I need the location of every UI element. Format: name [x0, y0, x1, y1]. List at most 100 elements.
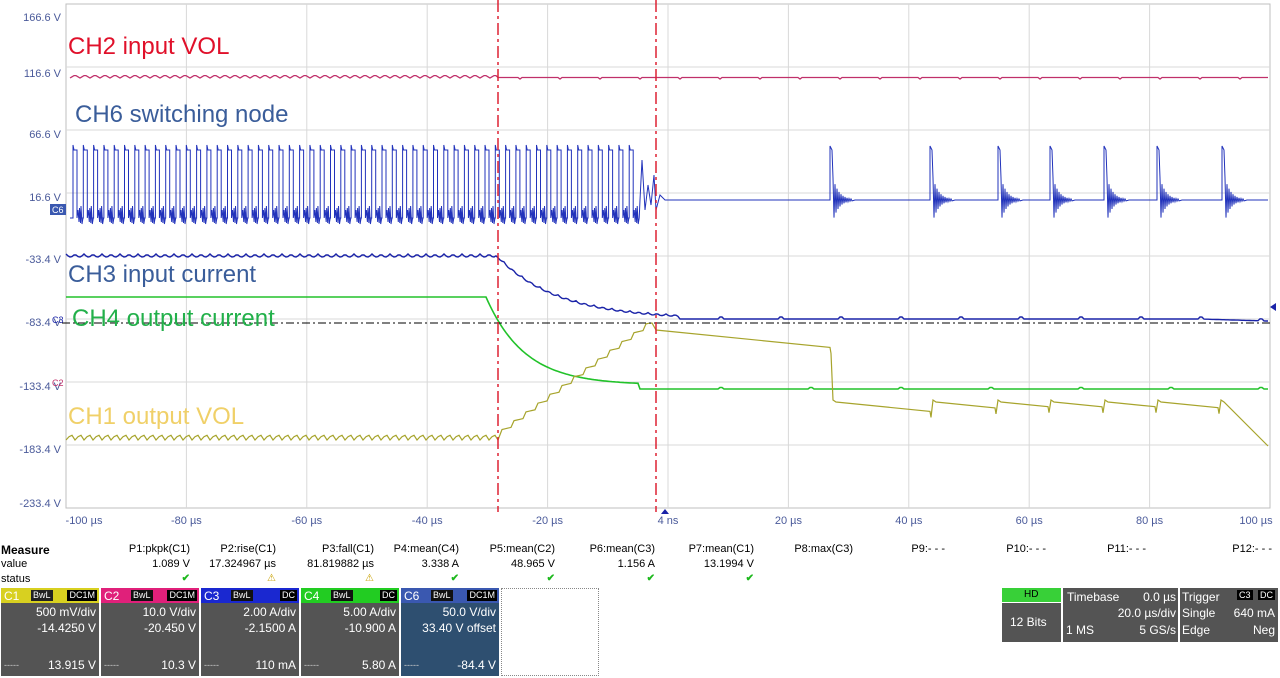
channel-offset: -10.900 A — [344, 621, 396, 635]
ch1-annotation: CH1 output VOL — [68, 403, 244, 430]
channel-box-c2[interactable]: C2 BwL DC1M 10.0 V/div -20.450 V ----- 10.3 V — [101, 588, 199, 676]
trigger-coupling: DC — [1258, 590, 1275, 600]
channel-reading: 110 mA — [255, 658, 296, 672]
measure-param-name: P5:mean(C2) — [489, 543, 555, 555]
x-tick-label: 100 µs — [1239, 515, 1273, 527]
channel-name: C6 — [404, 589, 420, 603]
channel-separator: ----- — [304, 660, 319, 670]
measure-param-value: 1.089 V — [152, 558, 190, 570]
timebase-per-div: 20.0 µs/div — [1117, 606, 1176, 620]
x-axis-labels: -100 µs -80 µs -60 µs -40 µs -20 µs 4 ns 20 µs… — [66, 515, 1274, 527]
c3-marker[interactable]: C3 — [52, 315, 64, 325]
timebase-label: Timebase — [1067, 590, 1120, 604]
channel-reading: 10.3 V — [161, 658, 196, 672]
channel-reading: 13.915 V — [47, 658, 96, 672]
channel-header: C3 BwL DC — [201, 588, 299, 603]
timebase-delay: 0.0 µs — [1143, 590, 1176, 604]
measure-param-name: P12:- - - — [1232, 543, 1272, 555]
channel-reading: 5.80 A — [361, 658, 396, 672]
acquisition-panel: HD 12 Bits Timebase 0.0 µs 20.0 µs/div 1… — [1002, 588, 1278, 642]
trigger-level: 640 mA — [1233, 606, 1275, 620]
channel-box-c3[interactable]: C3 BwL DC 2.00 A/div -2.1500 A ----- 110 mA — [201, 588, 299, 676]
value-row-label: value — [1, 558, 28, 570]
c2-marker[interactable]: C2 — [52, 378, 64, 388]
bandwidth-limit-tag: BwL — [231, 590, 253, 601]
ch6-trace — [70, 144, 1268, 225]
measure-param-value: 1.156 A — [617, 558, 655, 570]
channel-offset: -2.1500 A — [244, 621, 296, 635]
measure-param-value: 17.324967 µs — [209, 558, 276, 570]
measure-param-name: P7:mean(C1) — [688, 543, 754, 555]
channel-name: C2 — [104, 589, 120, 603]
graticule — [65, 3, 1271, 509]
channel-slot-empty[interactable] — [501, 588, 599, 676]
measure-param-value: 48.965 V — [510, 558, 555, 570]
channel-separator: ----- — [404, 660, 419, 670]
measure-param-name: P11:- - - — [1107, 543, 1146, 555]
ch4-trace — [66, 296, 1268, 390]
channel-offset: -20.450 V — [143, 621, 196, 635]
x-tick-label: -80 µs — [171, 515, 202, 527]
y-tick-label: 66.6 V — [29, 129, 61, 141]
bandwidth-limit-tag: BwL — [31, 590, 53, 601]
bandwidth-limit-tag: BwL — [131, 590, 153, 601]
measure-param-name: P2:rise(C1) — [220, 543, 276, 555]
measure-table: Measure value status P1:pkpk(C1) 1.089 V ✔… — [0, 543, 1280, 589]
timebase-box[interactable] — [1063, 588, 1178, 642]
trigger-slope: Neg — [1252, 623, 1275, 637]
measure-param-name: P4:mean(C4) — [393, 543, 459, 555]
bandwidth-limit-tag: BwL — [331, 590, 353, 601]
hd-label: HD — [1024, 589, 1039, 600]
channel-scale: 50.0 V/div — [442, 605, 496, 619]
y-axis-labels: 166.6 V 116.6 V 66.6 V 16.6 V -33.4 V -83.4 V… — [19, 12, 61, 510]
ch6-annotation: CH6 switching node — [75, 101, 288, 128]
channel-separator: ----- — [104, 660, 119, 670]
measure-param-name: P6:mean(C3) — [589, 543, 655, 555]
x-tick-label: 4 ns — [658, 515, 679, 527]
timebase-samples: 1 MS — [1066, 623, 1095, 637]
trigger-type: Edge — [1182, 623, 1211, 637]
measure-param-name: P1:pkpk(C1) — [128, 543, 190, 555]
measure-param-name: P3:fall(C1) — [322, 543, 374, 555]
y-tick-label: -183.4 V — [19, 444, 61, 456]
y-tick-label: 166.6 V — [23, 12, 62, 24]
trigger-time-marker[interactable] — [661, 509, 669, 514]
y-tick-label: 116.6 V — [24, 68, 62, 80]
x-tick-label: 60 µs — [1016, 515, 1044, 527]
status-ok-icon: ✔ — [745, 573, 754, 584]
ch3-trace — [65, 253, 1268, 322]
channel-box-c1[interactable]: C1 BwL DC1M 500 mV/div -14.4250 V ----- 13.915… — [1, 588, 99, 676]
channel-separator: ----- — [204, 660, 219, 670]
coupling-tag: DC1M — [167, 590, 197, 601]
status-warning-icon: ⚠ — [267, 573, 276, 584]
channel-box-c6[interactable]: C6 BwL DC1M 50.0 V/div 33.40 V offset ----- -8… — [401, 588, 499, 676]
ch3-annotation: CH3 input current — [68, 261, 256, 288]
channel-scale: 500 mV/div — [35, 605, 96, 619]
measure-param-name: P10:- - - — [1006, 543, 1046, 555]
c6-marker[interactable]: C6 — [50, 204, 66, 215]
channel-reading: -84.4 V — [457, 658, 496, 672]
bandwidth-limit-tag: BwL — [431, 590, 453, 601]
x-tick-label: 40 µs — [895, 515, 923, 527]
channel-box-c4[interactable]: C4 BwL DC 5.00 A/div -10.900 A ----- 5.80 A — [301, 588, 399, 676]
channel-separator: ----- — [4, 660, 19, 670]
channel-header: C4 BwL DC — [301, 588, 399, 603]
trigger-label: Trigger — [1182, 590, 1220, 604]
hd-badge — [1002, 588, 1061, 602]
bits-label: 12 Bits — [1010, 615, 1047, 629]
x-tick-label: 20 µs — [775, 515, 803, 527]
x-tick-label: -40 µs — [412, 515, 443, 527]
x-tick-label: -60 µs — [291, 515, 322, 527]
x-tick-label: 80 µs — [1136, 515, 1164, 527]
trigger-level-marker[interactable] — [1270, 303, 1276, 311]
status-ok-icon: ✔ — [181, 573, 190, 584]
channel-name: C4 — [304, 589, 320, 603]
channel-scale: 2.00 A/div — [243, 605, 296, 619]
channel-header: C1 BwL DC1M — [1, 588, 99, 603]
scope-screen: 166.6 V 116.6 V 66.6 V 16.6 V -33.4 V -83.4 V… — [19, 0, 1276, 527]
ch1-trace — [65, 322, 1269, 447]
ch4-annotation: CH4 output current — [72, 305, 275, 332]
status-ok-icon: ✔ — [546, 573, 555, 584]
coupling-tag: DC — [380, 590, 397, 601]
channel-name: C3 — [204, 589, 220, 603]
